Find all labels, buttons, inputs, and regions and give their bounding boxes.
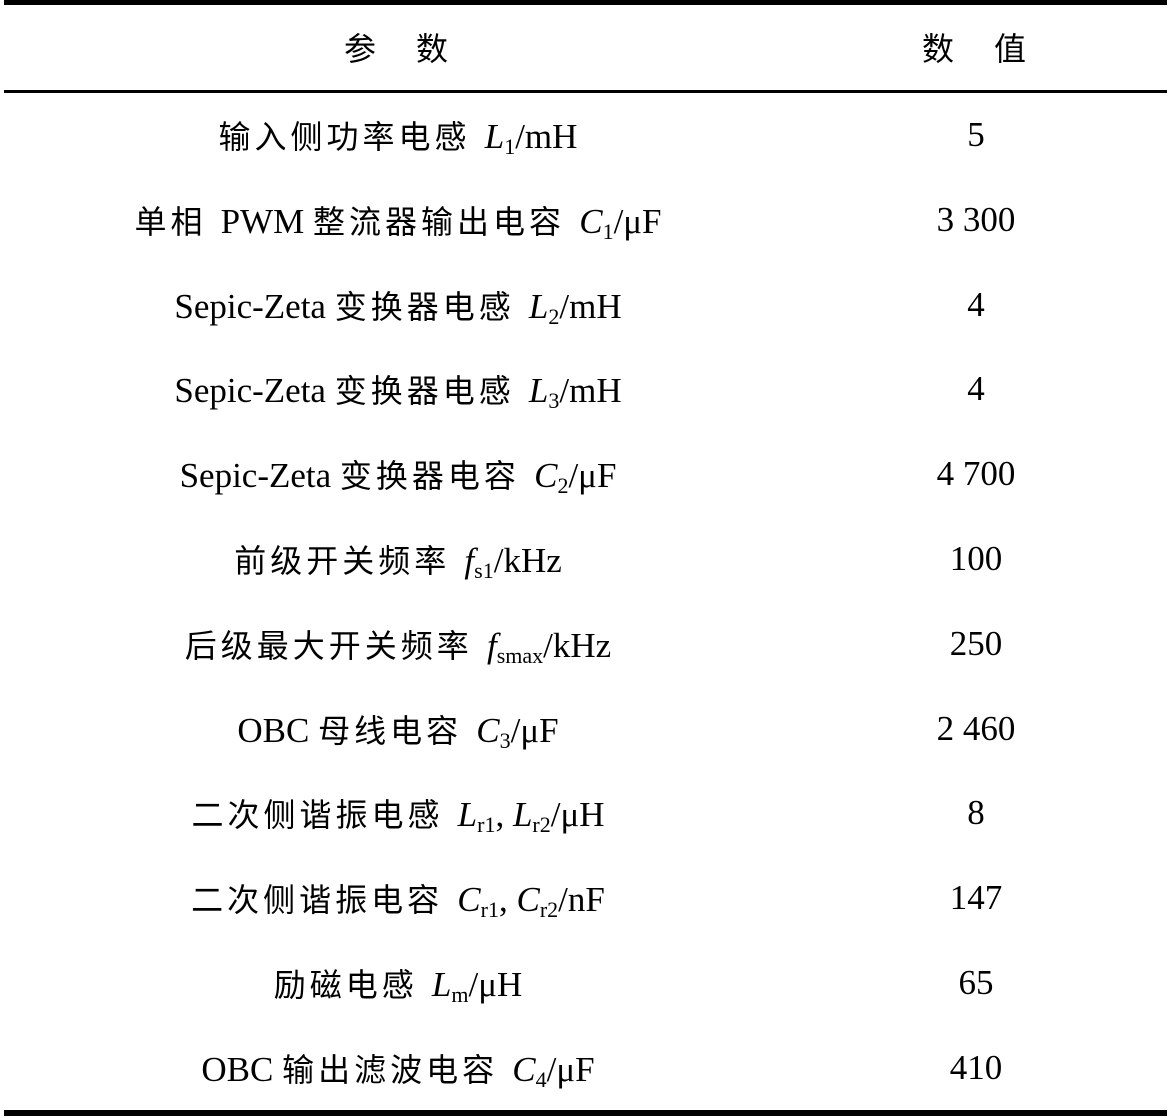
symbol: L <box>484 117 505 156</box>
row-parameter: 励磁电感 Lm/μH <box>274 960 523 1006</box>
subscript: r2 <box>532 812 551 838</box>
subscript: 3 <box>499 727 511 753</box>
row-value: 65 <box>958 963 994 1002</box>
label-text: , <box>495 795 513 835</box>
label-text: PWM <box>220 201 314 241</box>
row-parameter: 输入侧功率电感 L1/mH <box>219 112 578 158</box>
header-value: 数 值 <box>921 30 1031 68</box>
label-text: 变换器电感 <box>334 372 529 411</box>
subscript: m <box>451 982 469 1007</box>
row-parameter: 后级最大开关频率 fsmax/kHz <box>185 621 611 667</box>
row-value: 5 <box>967 115 985 154</box>
label-text: Sepic-Zeta <box>174 371 335 411</box>
row-parameter: OBC 母线电容 C3/μF <box>237 706 558 752</box>
label-text: 变换器电容 <box>339 457 535 496</box>
top-rule <box>4 0 1167 5</box>
label-text: Sepic-Zeta <box>174 286 335 326</box>
label-text: 单相 <box>134 202 221 241</box>
row-value: 100 <box>949 539 1003 578</box>
label-text: /μH <box>550 795 605 835</box>
label-text: 整流器输出电容 <box>313 202 580 241</box>
label-text: /mH <box>559 371 622 411</box>
label-text: /μF <box>546 1049 595 1089</box>
symbol: L <box>528 286 549 326</box>
label-text: 前级开关频率 <box>234 542 465 580</box>
symbol: L <box>528 371 549 411</box>
label-text: OBC <box>201 1049 283 1089</box>
row-parameter: 单相 PWM 整流器输出电容 C1/μF <box>134 197 661 243</box>
label-text: 二次侧谐振电容 <box>191 881 458 920</box>
label-text: 变换器电感 <box>334 287 529 326</box>
symbol: L <box>512 795 533 835</box>
header-rule <box>4 90 1167 93</box>
symbol: C <box>512 1049 536 1089</box>
symbol: C <box>579 201 603 241</box>
row-parameter: 前级开关频率 fs1/kHz <box>234 536 562 582</box>
label-text: 输出滤波电容 <box>282 1050 513 1089</box>
label-text: 二次侧谐振电感 <box>191 796 458 835</box>
subscript: r1 <box>480 897 499 923</box>
subscript: 2 <box>548 303 560 329</box>
label-text: /mH <box>559 286 622 326</box>
symbol: C <box>534 456 558 496</box>
row-value: 3 300 <box>936 199 1016 239</box>
row-value: 4 <box>967 284 985 324</box>
header-parameter: 参 数 <box>343 30 453 68</box>
row-value: 250 <box>949 623 1003 663</box>
symbol: C <box>516 880 540 920</box>
label-text: 母线电容 <box>318 711 477 750</box>
bottom-rule <box>4 1110 1167 1116</box>
row-value: 8 <box>967 793 985 833</box>
label-text: /μF <box>613 201 662 241</box>
row-value: 147 <box>949 878 1003 918</box>
label-text: /kHz <box>543 625 612 665</box>
label-text: /kHz <box>493 541 562 580</box>
symbol: L <box>431 965 452 1004</box>
label-text: /nF <box>558 880 605 920</box>
subscript: 4 <box>535 1066 547 1092</box>
symbol: C <box>457 880 481 920</box>
symbol: f <box>464 541 475 580</box>
label-text: 输入侧功率电感 <box>218 118 485 156</box>
subscript: 1 <box>504 134 516 159</box>
subscript: 2 <box>557 473 569 499</box>
label-text: /μH <box>468 965 523 1004</box>
subscript: r2 <box>539 897 559 923</box>
subscript: 3 <box>548 388 560 414</box>
row-parameter: Sepic-Zeta 变换器电感 L2/mH <box>174 282 621 328</box>
row-parameter: OBC 输出滤波电容 C4/μF <box>201 1045 594 1091</box>
label-text: , <box>498 880 517 920</box>
subscript: s1 <box>474 558 494 583</box>
label-text: Sepic-Zeta <box>179 456 340 496</box>
subscript: 1 <box>602 218 614 244</box>
row-value: 410 <box>949 1047 1003 1087</box>
label-text: /μF <box>568 456 617 496</box>
label-text: 后级最大开关频率 <box>184 626 487 665</box>
row-parameter: 二次侧谐振电感 Lr1, Lr2/μH <box>191 790 604 836</box>
symbol: L <box>457 795 478 835</box>
row-parameter: 二次侧谐振电容 Cr1, Cr2/nF <box>191 875 605 921</box>
symbol: f <box>486 625 497 665</box>
label-text: OBC <box>237 710 319 750</box>
row-value: 4 700 <box>936 454 1016 494</box>
label-text: /mH <box>515 117 578 156</box>
row-parameter: Sepic-Zeta 变换器电容 C2/μF <box>180 451 617 497</box>
row-value: 4 <box>967 369 985 409</box>
subscript: r1 <box>477 812 496 838</box>
subscript: smax <box>496 642 544 668</box>
symbol: C <box>476 710 500 750</box>
label-text: 励磁电感 <box>273 966 432 1004</box>
label-text: /μF <box>510 710 559 750</box>
row-value: 2 460 <box>936 708 1016 748</box>
row-parameter: Sepic-Zeta 变换器电感 L3/mH <box>174 366 621 412</box>
